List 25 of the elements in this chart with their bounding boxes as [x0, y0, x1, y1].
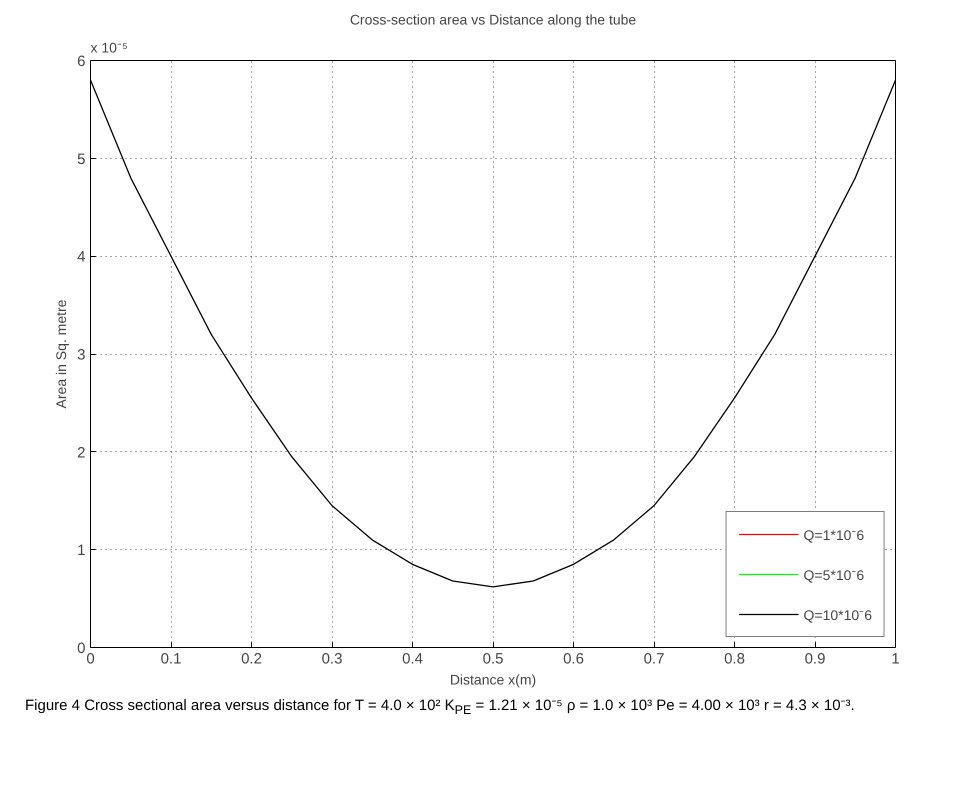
text: x 10⁻⁵ — [90, 40, 128, 56]
caption: Figure 4 Cross sectional area versus distance for T = 4.0 × 10² K$_{PE}$ = 1.21 × 10⁻⁵ ρ = 1.0 × 10³ Pe = 4.00 × 10³ r = 4.3 × 10⁻³. — [25, 696, 855, 719]
x-tick-label: 0.5 — [482, 650, 504, 668]
x-tick-label: 1 — [891, 650, 900, 668]
y-axis-title: Area in Sq. metre — [53, 299, 70, 408]
legend-label: Q=5*10⁻6 — [804, 566, 864, 584]
x-axis-title: Distance x(m) — [450, 672, 536, 688]
chart-title: Cross-section area vs Distance along the tube — [350, 12, 636, 28]
x-tick-label: 0.6 — [563, 650, 584, 668]
legend-label: Q=10*10⁻6 — [804, 606, 872, 624]
x-tick-label: 0.2 — [241, 650, 262, 668]
x-tick-label: 0.4 — [402, 650, 423, 668]
x-tick-label: 0.9 — [804, 650, 826, 668]
x-tick-label: 0.7 — [644, 650, 664, 668]
y-tick-label: 5 — [77, 150, 86, 168]
y-tick-label: 3 — [77, 346, 86, 364]
legend-label: Q=1*10⁻6 — [804, 526, 864, 544]
y-tick-label: 2 — [77, 444, 86, 462]
y-tick-label: 1 — [77, 542, 86, 560]
y-tick-label: 6 — [77, 53, 86, 70]
x-tick-label: 0.1 — [160, 650, 182, 668]
y-tick-label: 0 — [77, 640, 86, 657]
x-tick-label: 0.3 — [322, 650, 342, 668]
y-tick-label: 4 — [77, 248, 86, 266]
x-tick-label: 0.8 — [724, 650, 745, 668]
